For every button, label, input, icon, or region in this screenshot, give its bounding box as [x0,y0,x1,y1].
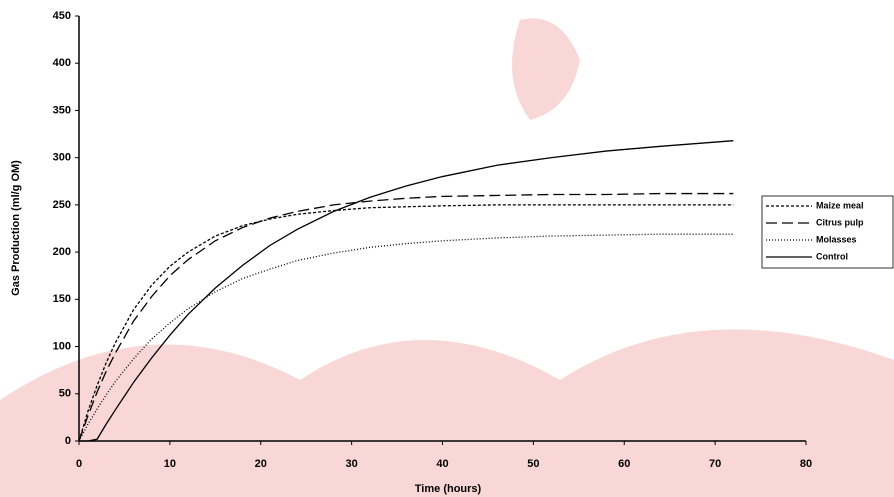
y-tick-label: 150 [53,293,71,305]
y-tick-label: 250 [53,199,71,211]
x-tick-label: 70 [709,458,721,470]
x-tick-label: 20 [255,458,267,470]
legend-label: Maize meal [816,200,864,210]
y-axis-label: Gas Production (ml/g OM) [10,160,22,296]
x-tick-label: 80 [800,458,812,470]
x-axis-label: Time (hours) [415,483,482,495]
x-tick-label: 60 [618,458,630,470]
legend-label: Molasses [816,234,857,244]
y-tick-label: 350 [53,104,71,116]
legend: Maize meal Citrus pulp Molasses Control [762,196,893,268]
x-tick-label: 50 [527,458,539,470]
watermark [0,18,894,497]
y-tick-label: 200 [53,246,71,258]
y-tick-label: 100 [53,340,71,352]
y-tick-label: 450 [53,10,71,22]
x-tick-label: 30 [346,458,358,470]
x-tick-label: 0 [76,458,82,470]
legend-label: Control [816,251,848,261]
y-tick-label: 0 [65,435,71,447]
legend-label: Citrus pulp [816,217,864,227]
chart: Time (hours) Gas Production (ml/g OM) 0 5… [0,0,894,497]
x-tick-label: 40 [436,458,448,470]
y-tick-label: 50 [59,388,71,400]
y-tick-label: 400 [53,57,71,69]
y-tick-label: 300 [53,152,71,164]
x-tick-label: 10 [164,458,176,470]
